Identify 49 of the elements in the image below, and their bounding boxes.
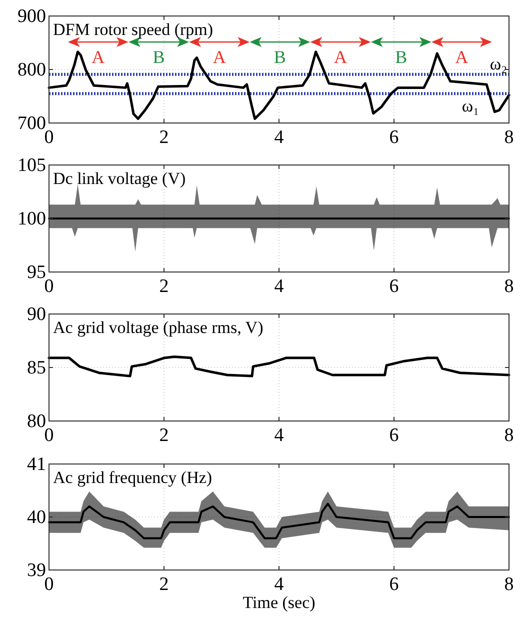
y-tick-label: 85 <box>27 358 46 378</box>
x-tick-label: 4 <box>274 425 284 446</box>
y-tick-label: 95 <box>27 262 46 283</box>
annotation: A <box>455 47 468 67</box>
chart-title: Ac grid voltage (phase rms, V) <box>53 318 264 337</box>
ref-line-label: ω₁ <box>462 96 479 116</box>
x-tick-label: 2 <box>159 276 169 297</box>
line-series <box>48 50 510 120</box>
y-tick-label: 800 <box>18 60 46 80</box>
x-tick-label: 2 <box>159 127 169 148</box>
annotation: B <box>152 47 165 67</box>
x-tick-label: 0 <box>44 127 54 148</box>
x-tick-label: 8 <box>504 276 514 297</box>
chart-title: Ac grid frequency (Hz) <box>53 468 212 487</box>
x-tick-label: 6 <box>389 127 399 148</box>
x-tick-label: 2 <box>159 425 169 446</box>
x-tick-label: 4 <box>274 276 284 297</box>
annotation: A <box>334 47 348 67</box>
x-tick-label: 0 <box>44 425 54 446</box>
x-tick-label: 6 <box>389 574 399 595</box>
y-tick-label: 700 <box>18 113 46 134</box>
line-series <box>48 356 510 378</box>
x-tick-label: 8 <box>504 127 514 148</box>
x-tick-label: 0 <box>44 276 54 297</box>
x-axis-title: Time (sec) <box>242 593 316 612</box>
annotation: B <box>395 47 408 67</box>
annotation: A <box>92 47 105 67</box>
x-tick-label: 6 <box>389 425 399 446</box>
x-tick-label: 8 <box>504 574 514 595</box>
annotation: A <box>212 47 226 67</box>
y-tick-label: 90 <box>27 304 46 325</box>
line-series <box>48 502 510 540</box>
x-tick-label: 2 <box>159 574 169 595</box>
ref-line-label: ω₂ <box>490 54 507 74</box>
y-tick-label: 105 <box>18 155 46 176</box>
y-tick-label: 900 <box>18 6 46 27</box>
x-tick-label: 0 <box>44 574 54 595</box>
y-tick-label: 100 <box>18 208 46 230</box>
y-tick-label: 39 <box>27 560 46 581</box>
x-tick-label: 8 <box>504 425 514 446</box>
x-tick-label: 4 <box>274 127 284 148</box>
x-tick-label: 6 <box>389 276 399 297</box>
y-tick-label: 41 <box>27 454 46 475</box>
x-tick-label: 4 <box>274 574 284 595</box>
chart-title: DFM rotor speed (rpm) <box>53 20 214 39</box>
chart-title: Dc link voltage (V) <box>53 169 186 188</box>
y-tick-label: 40 <box>27 507 46 528</box>
annotation: B <box>274 47 286 67</box>
y-tick-label: 80 <box>27 411 46 432</box>
